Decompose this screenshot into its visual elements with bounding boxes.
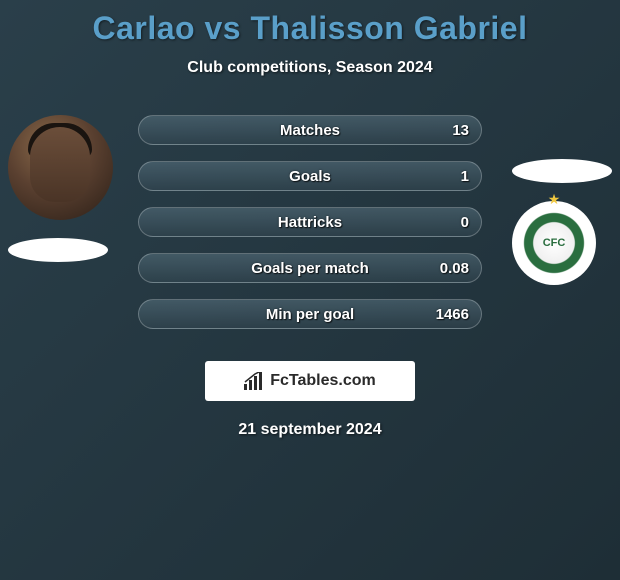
stat-value-right: 0.08 [440, 260, 469, 277]
branding-text: FcTables.com [270, 372, 376, 390]
stat-label: Hattricks [139, 214, 481, 231]
stat-row: Min per goal 1466 [138, 299, 482, 329]
player-right: ★ CFC [512, 159, 612, 285]
player-flag-right [512, 159, 612, 183]
stat-value-right: 0 [461, 214, 469, 231]
stats-table: Matches 13 Goals 1 Hattricks 0 Goals per… [138, 115, 482, 345]
date-text: 21 september 2024 [0, 421, 620, 439]
stat-label: Goals [139, 168, 481, 185]
player-left [8, 115, 113, 262]
star-icon: ★ [548, 191, 561, 208]
stat-row: Hattricks 0 [138, 207, 482, 237]
player-avatar [8, 115, 113, 220]
stat-value-right: 13 [452, 122, 469, 139]
stat-row: Matches 13 [138, 115, 482, 145]
stat-value-right: 1 [461, 168, 469, 185]
club-badge: ★ CFC [512, 201, 596, 285]
stat-row: Goals 1 [138, 161, 482, 191]
avatar-face [30, 127, 90, 202]
stat-row: Goals per match 0.08 [138, 253, 482, 283]
chart-icon [244, 372, 264, 390]
subtitle: Club competitions, Season 2024 [0, 59, 620, 77]
stat-value-right: 1466 [436, 306, 469, 323]
branding-badge: FcTables.com [205, 361, 415, 401]
page-title: Carlao vs Thalisson Gabriel [0, 0, 620, 47]
comparison-content: ★ CFC Matches 13 Goals 1 Hattricks 0 Goa… [0, 115, 620, 345]
stat-label: Goals per match [139, 260, 481, 277]
club-badge-inner: CFC [518, 207, 590, 279]
player-flag-left [8, 238, 108, 262]
stat-label: Min per goal [139, 306, 481, 323]
stat-label: Matches [139, 122, 481, 139]
